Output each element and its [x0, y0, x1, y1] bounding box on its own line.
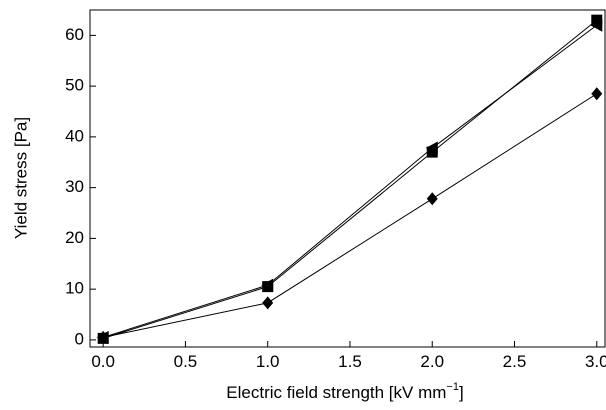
x-tick-label: 3.0 — [585, 352, 606, 371]
x-tick-label: 1.5 — [338, 352, 362, 371]
y-tick-label: 60 — [65, 25, 84, 44]
y-tick-label: 40 — [65, 126, 84, 145]
x-tick-label: 1.0 — [256, 352, 280, 371]
x-axis-label-sup: −1 — [446, 381, 459, 393]
x-tick-label: 0.5 — [174, 352, 198, 371]
y-tick-label: 20 — [65, 228, 84, 247]
marker — [425, 141, 438, 155]
x-tick-label: 2.0 — [420, 352, 444, 371]
plot-frame — [89, 9, 606, 348]
marker — [426, 192, 438, 206]
y-tick-label: 0 — [75, 329, 84, 348]
marker — [97, 330, 109, 344]
x-axis-label: Electric field strength [kV mm−1] — [226, 381, 463, 402]
marker — [590, 18, 603, 32]
x-axis-label-text: Electric field strength [kV mm — [226, 383, 446, 402]
series-line — [103, 24, 598, 338]
marker — [591, 87, 603, 101]
x-tick-label: 0.0 — [91, 352, 115, 371]
y-tick-label: 50 — [65, 76, 84, 95]
series-line — [103, 19, 598, 339]
marker — [262, 296, 274, 310]
marker — [261, 278, 274, 292]
y-axis-label: Yield stress [Pa] — [11, 117, 30, 239]
x-tick-label: 2.5 — [503, 352, 527, 371]
y-tick-label: 30 — [65, 177, 84, 196]
x-axis-label-end: ] — [459, 383, 464, 402]
y-tick-label: 10 — [65, 279, 84, 298]
series-line — [103, 93, 598, 338]
